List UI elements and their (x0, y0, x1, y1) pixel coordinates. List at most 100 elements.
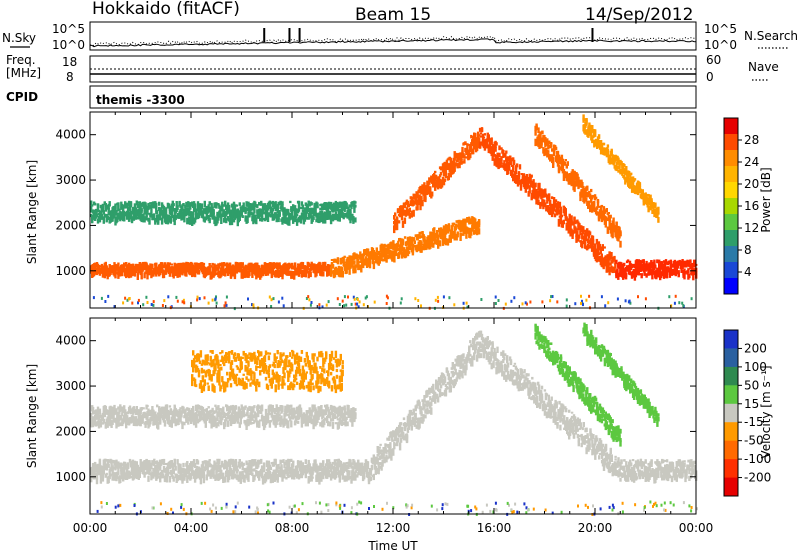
velocity-cell (154, 464, 157, 470)
power-cell (538, 138, 541, 142)
power-cell (498, 145, 501, 151)
velocity-cell (354, 476, 357, 481)
velocity-cell (320, 463, 323, 470)
power-cell (551, 210, 555, 215)
power-clutter-cell (277, 300, 280, 304)
power-cell (175, 201, 178, 209)
velocity-cell (179, 463, 182, 471)
velocity-cell (471, 355, 474, 359)
power-cell (392, 240, 395, 247)
power-cell (240, 212, 243, 217)
velocity-cell (250, 459, 253, 467)
velocity-cell (470, 343, 473, 348)
power-cell (96, 203, 100, 208)
power-cell (576, 230, 579, 236)
power-cell (475, 137, 479, 144)
power-cell (602, 263, 605, 270)
power-cell (358, 261, 361, 264)
power-cell (389, 249, 392, 253)
power-cell (640, 273, 643, 276)
velocity-cell (139, 459, 142, 463)
power-cell (252, 212, 255, 219)
power-cell (244, 206, 247, 215)
power-cell (172, 214, 175, 219)
velocity-heatmap-cells (90, 322, 698, 516)
power-cell (606, 226, 609, 234)
power-cell (353, 252, 356, 260)
power-cell (476, 142, 480, 149)
power-cell (539, 201, 542, 206)
power-cell (612, 154, 615, 161)
velocity-cell (469, 353, 472, 357)
power-cell (261, 265, 265, 268)
power-cell (439, 171, 443, 176)
power-cell (512, 157, 515, 162)
velocity-cell (318, 476, 321, 485)
power-cell (477, 228, 481, 235)
power-cell (615, 162, 618, 170)
velocity-cell (256, 466, 259, 469)
velocity-cell (267, 460, 271, 468)
power-cell (394, 212, 397, 217)
power-cell (101, 203, 105, 208)
nave-tick-bottom: 0 (706, 70, 714, 84)
date-title: 14/Sep/2012 (585, 5, 693, 25)
velocity-cell (355, 462, 358, 469)
velocity-cell (146, 471, 149, 475)
power-cell (327, 264, 330, 269)
velocity-cell (496, 346, 499, 353)
power-cell (541, 192, 544, 199)
velocity-cell (253, 476, 256, 481)
power-cell (177, 212, 180, 215)
velocity-cell (245, 460, 248, 466)
power-cell (306, 265, 309, 271)
power-cell (500, 147, 503, 150)
power-clutter-cell (510, 299, 513, 303)
power-cell (291, 211, 294, 220)
power-cell (596, 199, 600, 203)
velocity-cell (95, 476, 99, 485)
power-colorbar-tick-label: 4 (744, 265, 752, 279)
power-cell (564, 159, 567, 162)
velocity-cell (445, 367, 449, 373)
power-cell (515, 163, 519, 168)
velocity-cell (401, 431, 405, 436)
power-clutter-cell (310, 301, 313, 304)
power-cell (305, 217, 308, 220)
velocity-cell (192, 470, 195, 476)
power-cell (274, 204, 277, 212)
velocity-cell (207, 470, 210, 476)
velocity-cell (298, 474, 302, 479)
velocity-cell (283, 461, 286, 469)
power-cell (539, 133, 542, 140)
power-cell (342, 215, 345, 220)
power-cell (608, 217, 611, 222)
power-cell (336, 257, 340, 265)
power-cell (331, 264, 335, 269)
velocity-cell (253, 468, 256, 472)
power-cell (221, 262, 224, 267)
velocity-cell (473, 340, 476, 347)
velocity-cell (249, 470, 252, 476)
power-cell (428, 177, 431, 185)
velocity-cell (145, 458, 148, 466)
power-cell (464, 141, 467, 144)
power-clutter-cell (152, 300, 155, 304)
power-cell (563, 162, 567, 166)
power-cell (483, 143, 487, 151)
velocity-cell (379, 443, 382, 446)
power-cell (410, 236, 414, 244)
velocity-cell (105, 472, 108, 476)
power-y-tick-label: 1000 (55, 264, 86, 278)
power-cell (225, 218, 228, 224)
velocity-cell (135, 471, 138, 476)
power-clutter-cell (137, 298, 140, 302)
power-colorbar-tick-label: 28 (744, 133, 759, 147)
power-cell (615, 221, 618, 227)
velocity-cell (426, 389, 429, 398)
power-cell (241, 262, 244, 265)
power-clutter-cell (434, 298, 437, 302)
power-cell (584, 229, 587, 233)
power-cell (270, 270, 273, 279)
power-cell (367, 254, 371, 258)
